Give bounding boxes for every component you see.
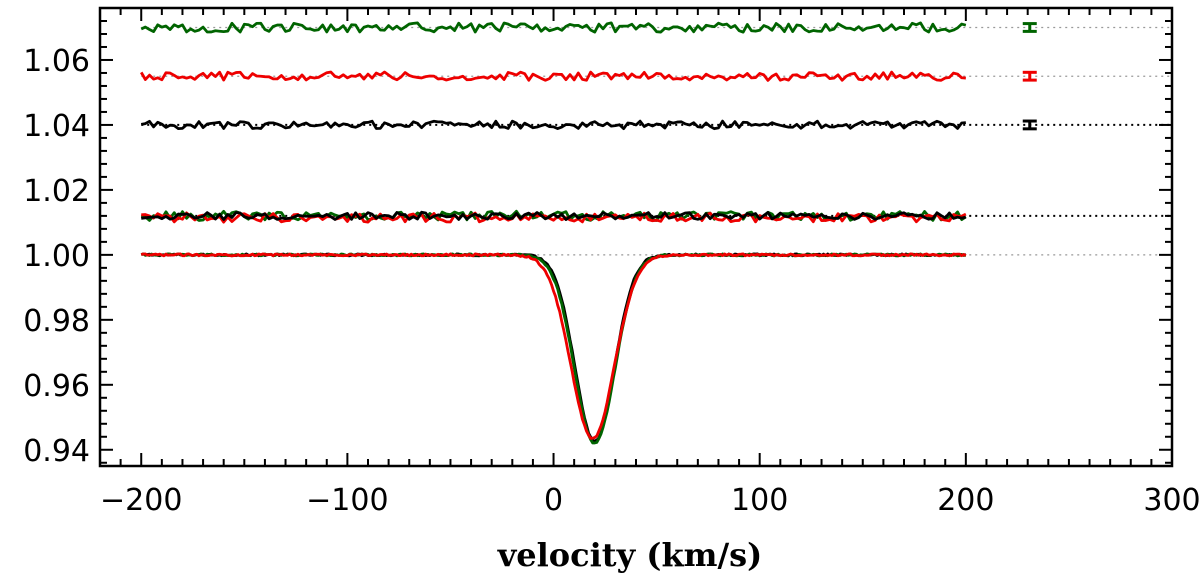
y-tick-label: 0.96 xyxy=(23,369,90,404)
x-tick-label: 200 xyxy=(937,483,994,518)
x-tick-label: −100 xyxy=(306,483,388,518)
reference-lines xyxy=(141,26,1172,256)
error-bars xyxy=(1022,22,1037,131)
y-tick-label: 1.00 xyxy=(23,239,90,274)
series-residual-green-offset- xyxy=(140,21,967,34)
series-profile-red xyxy=(140,252,967,440)
x-tick-labels: −200 −100 0 100 200 300 xyxy=(100,483,1200,518)
x-axis-title: velocity (km/s) xyxy=(497,536,763,574)
y-tick-label: 0.98 xyxy=(23,304,90,339)
x-tick-label: 300 xyxy=(1143,483,1200,518)
series-residual-black-offset- xyxy=(140,119,966,131)
axis-ticks xyxy=(99,7,1173,466)
series-residual-black-overlay- xyxy=(141,210,967,221)
x-tick-label: 100 xyxy=(731,483,788,518)
x-tick-label: 0 xyxy=(544,483,563,518)
series-profile-green xyxy=(140,252,967,445)
series-residual-red-offset- xyxy=(140,70,966,82)
series-lines xyxy=(140,21,967,445)
y-tick-label: 0.94 xyxy=(23,434,90,469)
y-tick-label: 1.02 xyxy=(23,174,90,209)
x-tick-label: −200 xyxy=(100,483,182,518)
y-tick-label: 1.04 xyxy=(23,109,90,144)
y-tick-labels: 0.94 0.96 0.98 1.00 1.02 1.04 1.06 xyxy=(23,44,90,469)
y-tick-label: 1.06 xyxy=(23,44,90,79)
